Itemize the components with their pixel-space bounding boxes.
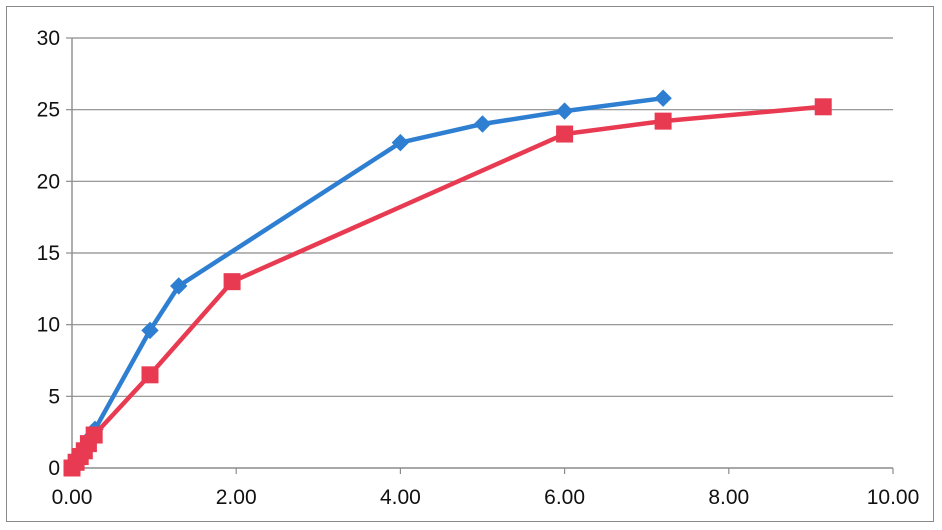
gridlines [72,37,893,397]
series-2-point [814,98,832,116]
y-tick-label: 10 [37,314,60,337]
y-tick-label: 30 [37,27,60,50]
chart-frame [6,6,934,522]
series-1 [63,89,672,477]
series-2-point [141,366,159,384]
x-tick-label: 2.00 [216,486,257,509]
x-tick-label: 10.00 [867,486,920,509]
y-tick-label: 20 [37,170,60,193]
series-2-point [556,125,574,143]
x-axis-tick-labels: 0.00 2.00 4.00 6.00 8.00 10.00 [52,486,920,509]
series-2-point [654,112,672,130]
axes [66,37,894,474]
y-tick-label: 5 [48,385,60,408]
series-1-point [654,89,672,107]
series-1-point [473,115,492,133]
x-tick-label: 4.00 [380,486,421,509]
series-1-point [555,102,574,120]
series-2-point [223,273,241,291]
y-tick-label: 15 [37,242,60,265]
x-tick-label: 6.00 [544,486,585,509]
x-tick-label: 0.00 [52,486,93,509]
series-1-point [141,321,159,340]
y-tick-label: 0 [48,457,60,480]
x-tick-label: 8.00 [708,486,749,509]
series-2 [63,98,832,477]
y-axis-tick-labels: 0 5 10 15 20 25 30 [37,27,60,480]
series-2-point [85,426,103,444]
series-1-point [170,277,188,295]
series-1-line [69,95,666,471]
series [63,89,832,477]
series-1-point [391,133,410,152]
y-tick-label: 25 [37,99,60,122]
